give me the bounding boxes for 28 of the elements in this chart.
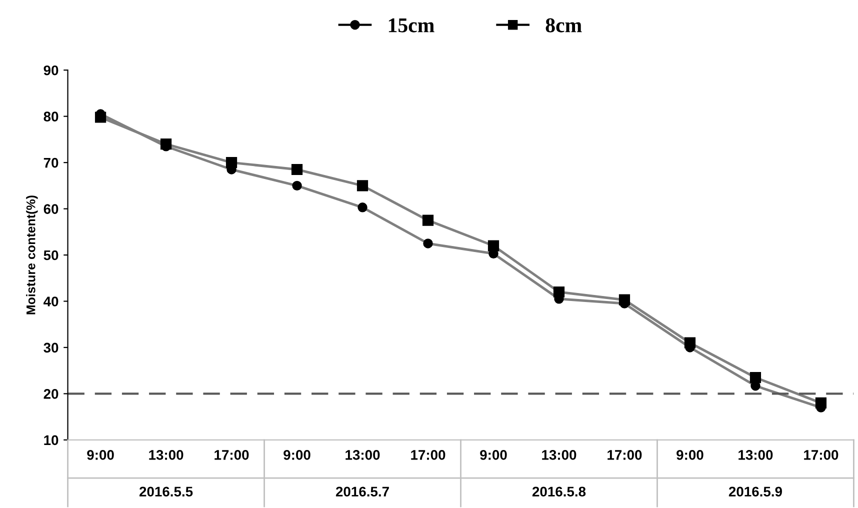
x-tick-label: 17:00 [804,450,838,460]
y-tick-label: 30 [44,342,58,353]
y-tick-label: 20 [44,389,58,399]
x-tick-label: 13:00 [542,450,576,460]
y-tick-label: 90 [44,65,58,76]
y-tick-label: 10 [44,435,58,446]
y-tick-label: 40 [44,296,58,306]
x-tick-label: 9:00 [480,450,507,460]
text: 2016.5.7 [336,486,389,497]
legend-label: 8cm [546,18,582,32]
x-tick-label: 17:00 [608,450,642,460]
legend-label: 15cm [388,18,434,32]
x-tick-label: 13:00 [149,450,184,460]
x-tick-label: 17:00 [411,450,446,460]
y-tick-label: 80 [44,112,58,122]
x-tick-label: 13:00 [738,450,773,460]
x-tick-label: 9:00 [87,450,114,460]
x-tick-label: 9:00 [676,450,704,460]
text: 2016.5.5 [139,486,193,497]
x-tick-label: 9:00 [284,450,310,460]
y-tick-label: 70 [44,158,58,168]
x-tick-label: 17:00 [214,450,249,460]
y-tick-label: 50 [44,250,58,260]
x-tick-label: 13:00 [346,450,380,460]
text: 2016.5.9 [728,486,782,497]
y-axis-title: Moisture content(%) [26,196,38,314]
text: 2016.5.8 [532,486,586,497]
y-tick-label: 60 [44,204,58,214]
